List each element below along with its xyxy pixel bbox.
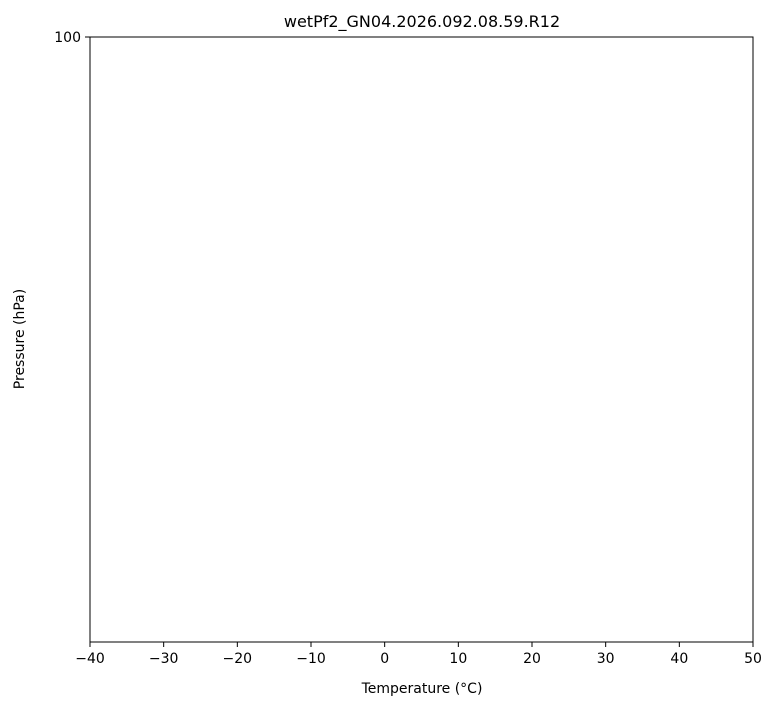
chart-title: wetPf2_GN04.2026.092.08.59.R12	[284, 12, 560, 32]
y-axis-label: Pressure (hPa)	[12, 289, 28, 389]
x-tick-label: 10	[449, 651, 467, 667]
y-tick-label: 100	[54, 30, 81, 46]
x-tick-label: −10	[296, 651, 326, 667]
x-axis-label: Temperature (°C)	[361, 681, 483, 697]
x-tick-label: −40	[75, 651, 105, 667]
plot-frame	[89, 36, 754, 643]
x-tick-label: 0	[380, 651, 389, 667]
x-tick-label: −20	[223, 651, 253, 667]
x-tick-label: 30	[597, 651, 615, 667]
x-tick-label: 20	[523, 651, 541, 667]
x-tick-label: 40	[670, 651, 688, 667]
x-tick-label: −30	[149, 651, 179, 667]
x-tick-label: 50	[744, 651, 762, 667]
axes: −40−30−20−100102030405010020030040050060…	[54, 30, 762, 667]
